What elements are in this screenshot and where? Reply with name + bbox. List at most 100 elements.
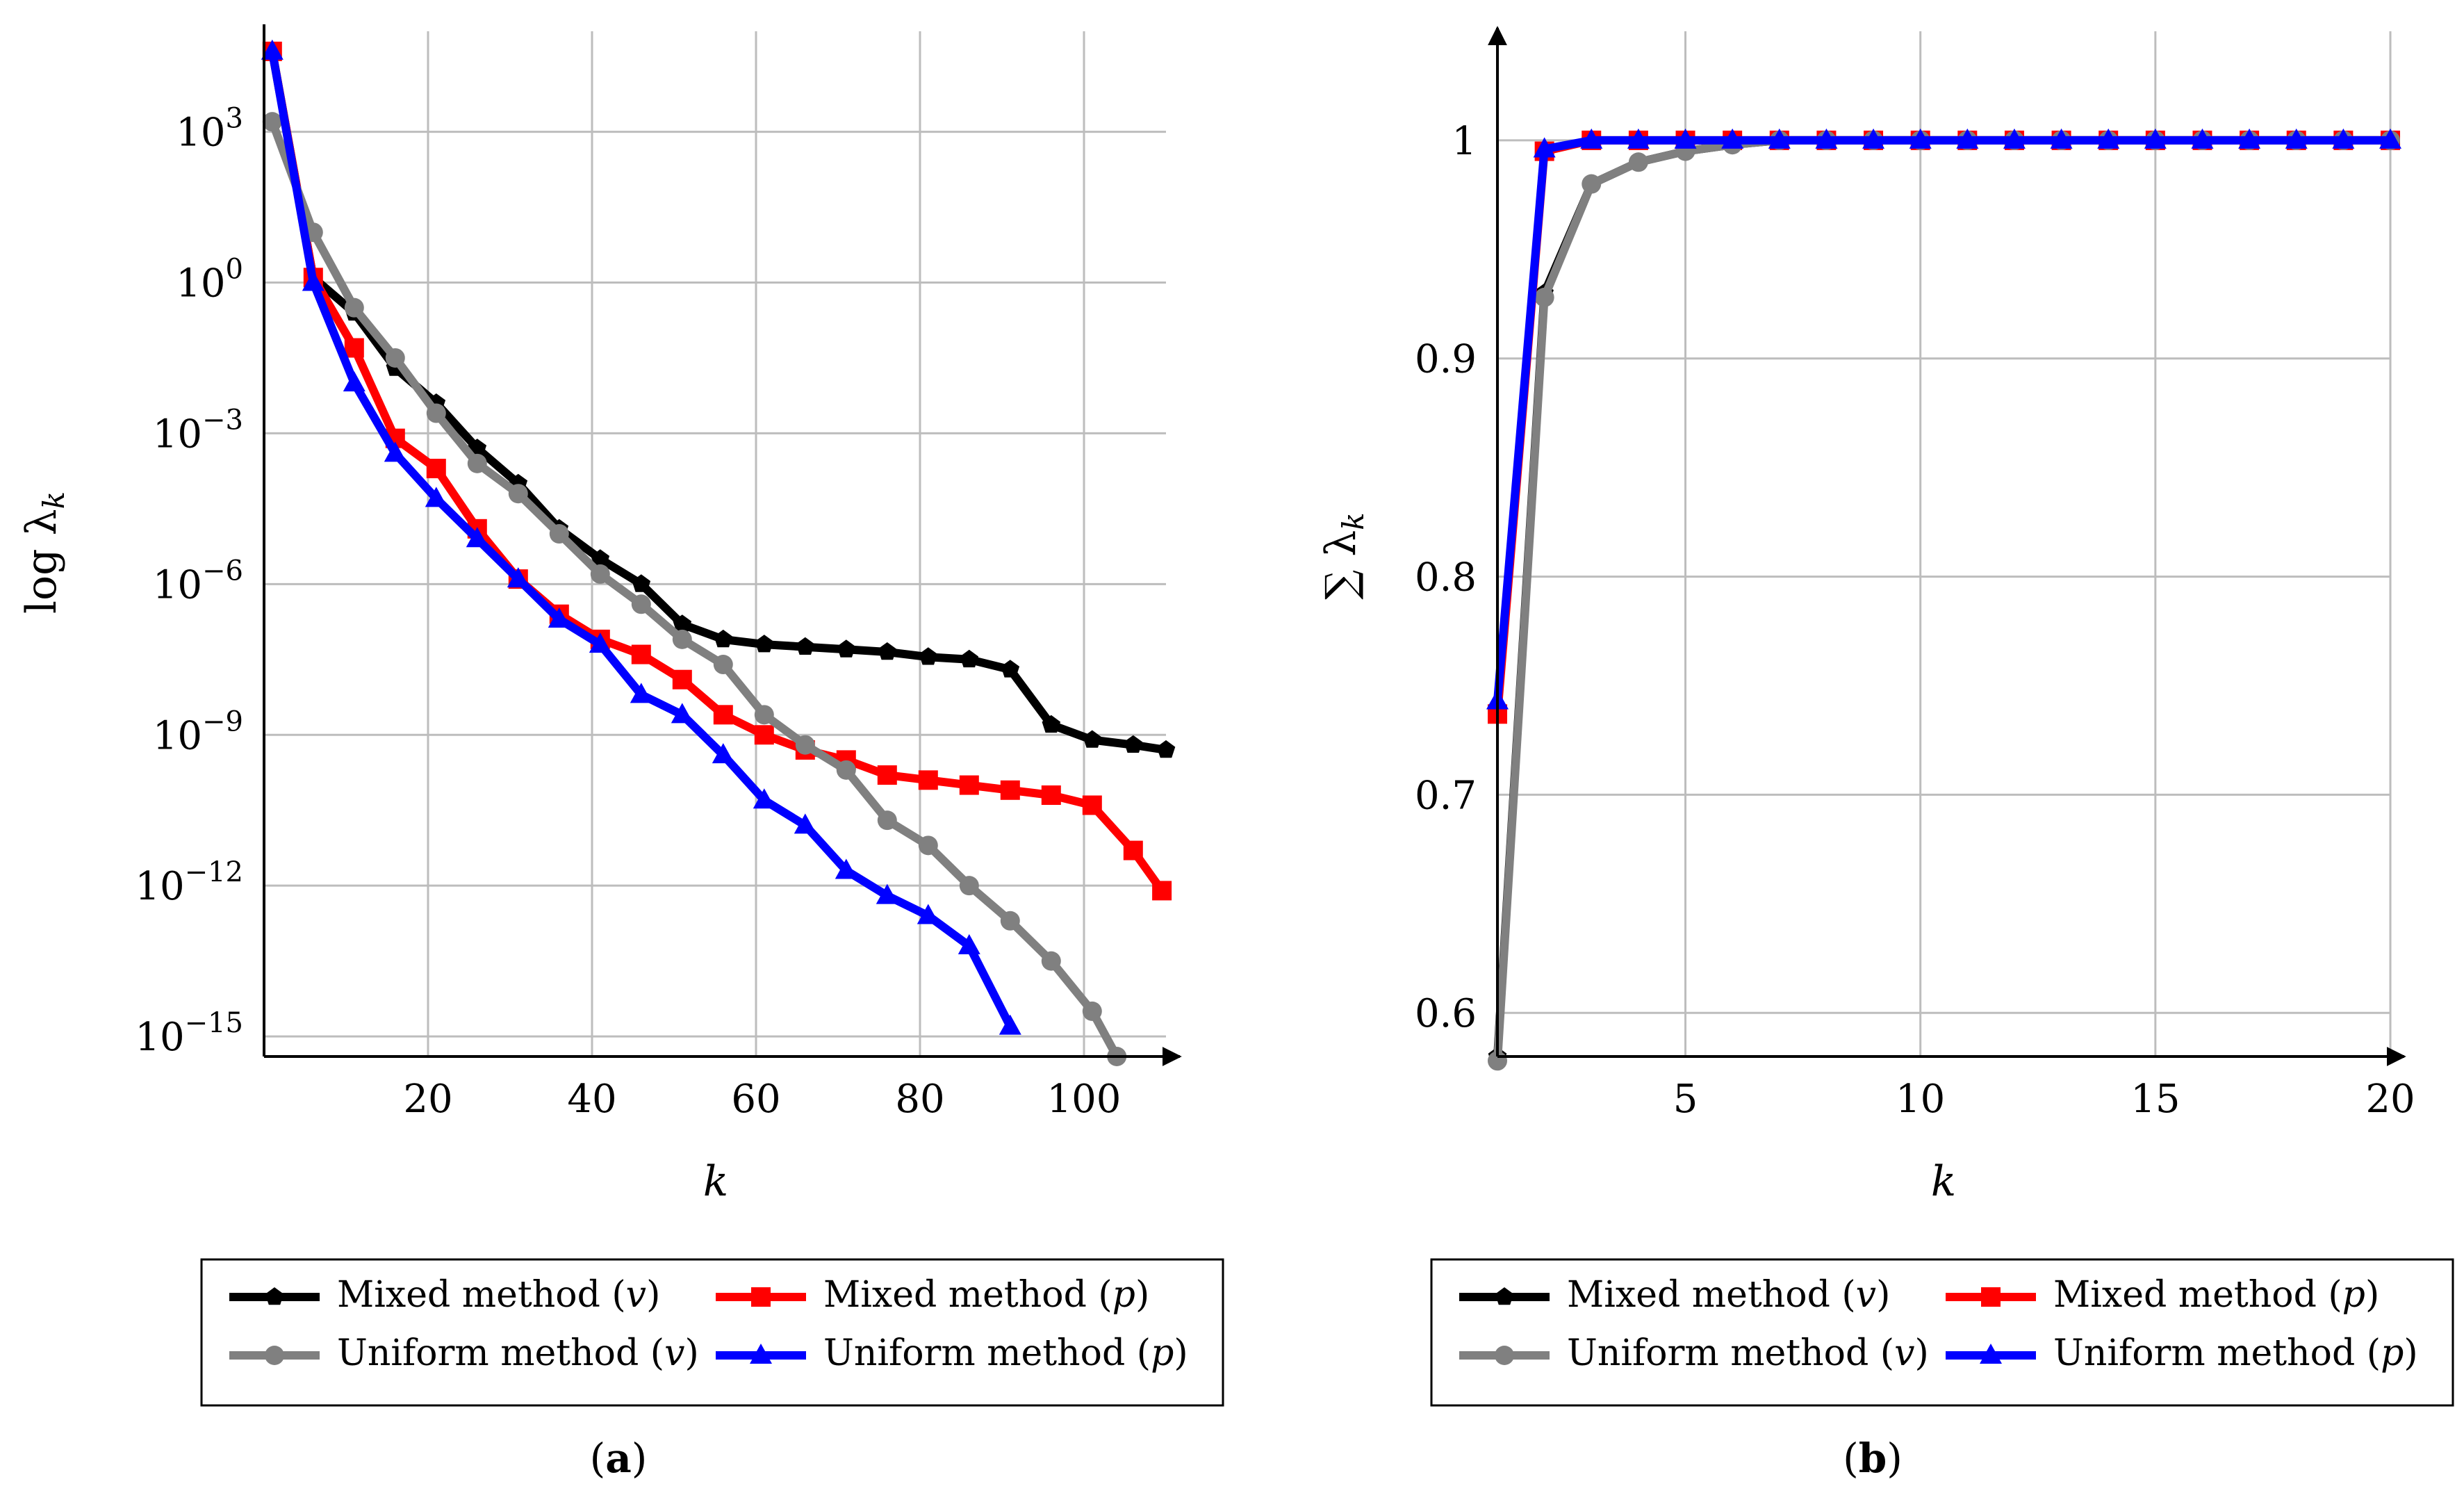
panel-a-data-point bbox=[1041, 785, 1061, 806]
panel-a-data-point bbox=[917, 904, 939, 924]
panel-b-data-point bbox=[2191, 128, 2214, 149]
panel-a-legend-variable: p bbox=[1112, 1274, 1135, 1316]
panel-a-series-mixed-method-p bbox=[262, 41, 1172, 901]
panel-a-legend-variable: v bbox=[626, 1274, 646, 1316]
panel-a-y-tick-base: 10 bbox=[153, 713, 202, 758]
panel-b-data-point bbox=[1628, 152, 1648, 172]
panel-a-series bbox=[261, 39, 1176, 1066]
panel-a-data-point bbox=[754, 725, 774, 745]
panel-a-data-point bbox=[591, 549, 610, 567]
panel-a-data-point bbox=[672, 669, 692, 690]
panel-b-legend-marker bbox=[1495, 1346, 1514, 1365]
panel-a-x-tick-label: 80 bbox=[895, 1077, 944, 1122]
panel-a-data-point bbox=[837, 639, 856, 658]
panel-b-y-axis-label-main: ∑ λ bbox=[1317, 530, 1365, 600]
panel-b-data-point bbox=[1862, 128, 1885, 149]
panel-a-legend: Mixed method (v) Mixed method (p) Uniform … bbox=[200, 1258, 1224, 1407]
panel-a-y-tick-label: 103 bbox=[176, 103, 243, 156]
panel-b-data-point bbox=[2379, 128, 2401, 149]
panel-a-data-point bbox=[919, 647, 938, 665]
panel-a-axes bbox=[263, 24, 1182, 1066]
panel-a-data-point bbox=[876, 883, 898, 904]
panel-a-legend-marker bbox=[265, 1346, 284, 1365]
panel-a-caption-letter: a bbox=[605, 1435, 632, 1482]
panel-b-caption-letter: b bbox=[1859, 1435, 1887, 1482]
panel-a-series-mixed-method-v bbox=[263, 41, 1176, 758]
panel-b-legend-variable: p bbox=[2342, 1274, 2365, 1316]
panel-a-data-point bbox=[754, 705, 774, 725]
panel-a-y-tick-base: 10 bbox=[153, 411, 202, 457]
panel-a-data-point bbox=[877, 810, 897, 831]
panel-b-data-point bbox=[1627, 128, 1650, 149]
panel-a-y-tick-exponent: 3 bbox=[226, 103, 243, 135]
panel-a-x-tick-label: 60 bbox=[731, 1077, 780, 1122]
panel-b-data-point bbox=[2238, 128, 2261, 149]
panel-a-y-tick-exponent: 0 bbox=[226, 254, 243, 286]
panel-a-data-point bbox=[589, 633, 611, 653]
panel-a-legend-marker bbox=[751, 1287, 771, 1307]
panel-a-data-point bbox=[344, 338, 364, 358]
panel-a-y-axis-label-main: log λ bbox=[17, 509, 66, 614]
panel-a-series-line bbox=[268, 120, 1121, 1059]
panel-a-data-point bbox=[835, 858, 857, 879]
panel-a-data-point bbox=[630, 683, 652, 703]
panel-b-data-point bbox=[2332, 128, 2355, 149]
panel-b-legend-label: Mixed method (v) bbox=[1567, 1274, 1890, 1316]
panel-b-legend-variable: v bbox=[1894, 1332, 1914, 1374]
panel-a-x-axis-label: k bbox=[703, 1157, 728, 1206]
panel-b-legend-label: Uniform method (p) bbox=[2053, 1332, 2418, 1374]
panel-b-legend-marker bbox=[1981, 1287, 2001, 1307]
panel-a-y-tick-exponent: −3 bbox=[202, 404, 243, 436]
panel-b-y-tick-label: 0.8 bbox=[1415, 555, 1477, 601]
panel-a-legend-variable: v bbox=[664, 1332, 684, 1374]
panel-a-data-point bbox=[918, 770, 938, 790]
panel-a-y-tick-base: 10 bbox=[153, 562, 202, 607]
panel-a-data-point bbox=[262, 112, 282, 132]
panel-b-data-point bbox=[1533, 137, 1556, 158]
panel-b-data-point bbox=[1580, 128, 1603, 149]
panel-a-y-axis-label-sub: k bbox=[37, 491, 71, 509]
panel-b-grid bbox=[1497, 31, 2392, 1056]
panel-b-x-tick-label: 5 bbox=[1673, 1077, 1698, 1122]
panel-a-data-point bbox=[1001, 660, 1020, 678]
panel-a-y-tick-label: 10−6 bbox=[153, 555, 243, 607]
panel-a-data-point bbox=[673, 614, 692, 633]
panel-b-y-tick-label: 0.6 bbox=[1415, 991, 1477, 1036]
panel-b-legend-marker bbox=[1495, 1287, 1514, 1305]
panel-a-data-point bbox=[548, 607, 570, 628]
panel-a-data-point bbox=[466, 527, 488, 548]
panel-a-legend-entry: Uniform method (v) bbox=[229, 1332, 699, 1374]
panel-a-chart: 20 40 60 80 10010310010−310−610−910−1210−15 … bbox=[17, 24, 1182, 1206]
panel-a-data-point bbox=[344, 297, 364, 318]
panel-a-data-point bbox=[1041, 951, 1061, 971]
panel-b-series-uniform-method-v bbox=[1488, 130, 2400, 1071]
panel-b-chart: 5 10 15 200.60.70.80.91 k ∑ λk bbox=[1317, 26, 2415, 1206]
panel-a-data-point bbox=[836, 760, 856, 780]
panel-a-data-point bbox=[1156, 740, 1176, 758]
panel-a-series-line bbox=[268, 50, 1015, 1029]
panel-b-data-point bbox=[1674, 128, 1697, 149]
panel-b-data-point bbox=[1956, 128, 1979, 149]
panel-b-axes bbox=[1488, 26, 2406, 1066]
panel-a-data-point bbox=[426, 403, 446, 423]
panel-a-data-point bbox=[385, 348, 405, 368]
panel-a-legend-variable: p bbox=[1151, 1332, 1174, 1374]
panel-a-legend-box bbox=[200, 1258, 1224, 1407]
panel-b-data-point bbox=[2285, 128, 2308, 149]
panel-a-data-point bbox=[426, 459, 446, 479]
panel-b-legend-variable: v bbox=[1856, 1274, 1876, 1316]
panel-a-data-point bbox=[1000, 780, 1020, 800]
panel-b-series-uniform-method-p bbox=[1486, 128, 2401, 710]
panel-b-legend-label: Mixed method (p) bbox=[2053, 1274, 2379, 1316]
panel-a-data-point bbox=[1152, 881, 1172, 901]
panel-b-data-point bbox=[2003, 128, 2026, 149]
panel-b-x-tick-label: 10 bbox=[1896, 1077, 1945, 1122]
panel-b-data-point bbox=[2097, 128, 2120, 149]
panel-a-data-point bbox=[425, 487, 447, 507]
panel-b-series-mixed-method-p bbox=[1488, 130, 2400, 724]
panel-b-x-axis-label: k bbox=[1931, 1157, 1956, 1206]
panel-a-data-point bbox=[671, 703, 693, 724]
panel-a-data-point bbox=[713, 705, 733, 725]
